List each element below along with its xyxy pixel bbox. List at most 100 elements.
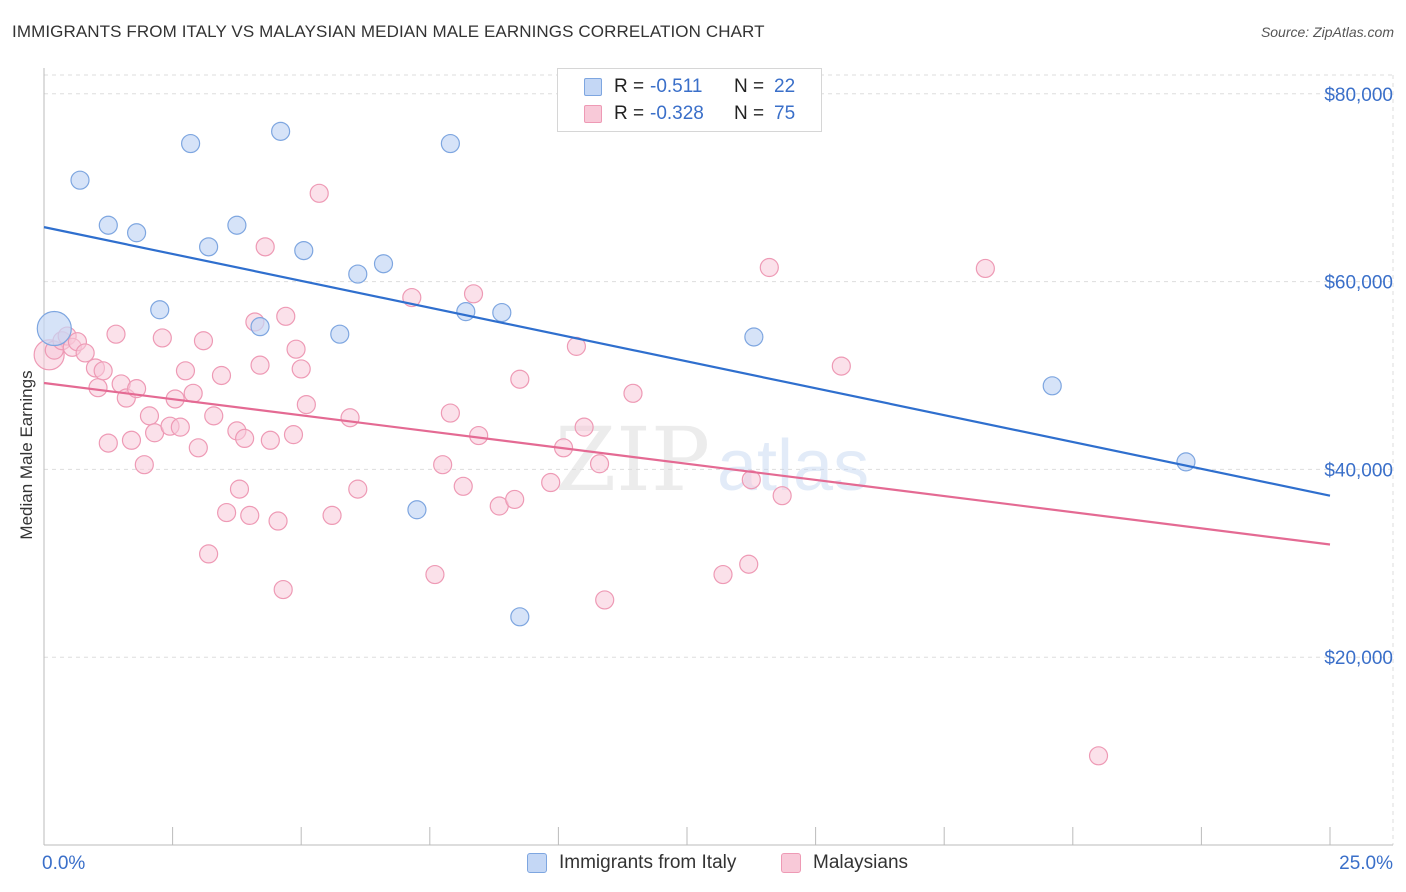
italy-point — [199, 237, 219, 257]
chart-title: IMMIGRANTS FROM ITALY VS MALAYSIAN MEDIA… — [12, 22, 765, 41]
malaysians-point — [296, 394, 316, 415]
italy-point — [36, 310, 72, 347]
malaysians-point — [152, 328, 172, 348]
y-tick-label: $40,000 — [1324, 460, 1393, 481]
malaysians-point — [255, 237, 275, 257]
italy-point — [440, 133, 460, 154]
italy-point — [492, 302, 512, 323]
malaysians-trend-line — [43, 381, 1331, 546]
legend-item-malaysians[interactable]: Malaysians — [781, 852, 908, 874]
malaysians-point — [440, 403, 460, 423]
legend-swatch-malaysians — [781, 853, 801, 873]
italy-point — [227, 215, 247, 235]
legend-swatch-italy — [584, 78, 602, 96]
malaysians-point — [106, 324, 126, 344]
italy-point — [330, 324, 350, 344]
legend-r-value: -0.328 — [650, 103, 704, 124]
italy-point — [181, 133, 201, 154]
malaysians-point — [175, 361, 196, 381]
malaysians-point — [88, 378, 108, 398]
legend-row-malaysians: R = -0.328 N = 75 — [584, 102, 795, 126]
italy-point — [456, 302, 476, 322]
legend-r-label: R = — [614, 103, 645, 124]
legend-row-italy: R = -0.511 N = 22 — [584, 75, 795, 99]
malaysians-point — [713, 564, 733, 585]
legend-n-label: N = — [734, 76, 765, 97]
malaysians-point — [574, 417, 594, 437]
malaysians-point — [240, 505, 260, 526]
malaysians-point — [759, 257, 779, 278]
italy-point — [250, 317, 270, 337]
legend-r-label: R = — [614, 76, 645, 97]
malaysians-point — [309, 183, 329, 203]
italy-point — [1176, 452, 1196, 472]
legend-n-value: 22 — [774, 76, 796, 97]
legend-n-value: 75 — [774, 103, 796, 124]
axes — [43, 68, 1393, 846]
malaysians-point — [250, 355, 270, 375]
x-tick-label: 25.0% — [1339, 853, 1393, 874]
malaysians-point — [273, 579, 293, 600]
malaysians-point — [183, 383, 203, 403]
malaysians-point — [199, 544, 219, 564]
malaysians-point — [170, 417, 190, 437]
malaysians-point — [211, 365, 232, 386]
malaysians-point — [772, 486, 792, 506]
malaysians-point — [291, 359, 311, 379]
watermark: ZIP atlas — [555, 408, 869, 511]
malaysians-point — [260, 430, 280, 450]
malaysians-point — [204, 406, 224, 426]
malaysians-point — [623, 383, 643, 403]
italy-point — [150, 300, 170, 320]
y-tick-label: $60,000 — [1324, 273, 1393, 294]
series-legend: Immigrants from Italy Malaysians — [0, 852, 1406, 876]
malaysians-point — [322, 505, 342, 526]
italy-point — [1042, 376, 1062, 396]
tick-labels: $20,000 $40,000 $60,000 $80,000 0.0% 25.0% — [42, 85, 1393, 874]
malaysians-point — [831, 356, 851, 376]
malaysians-point — [188, 438, 208, 458]
italy-point — [373, 254, 394, 274]
malaysians-point — [469, 425, 489, 446]
legend-item-italy[interactable]: Immigrants from Italy — [527, 852, 736, 874]
italy-point — [271, 121, 291, 141]
malaysians-point — [235, 428, 255, 449]
malaysians-point — [193, 331, 214, 351]
malaysians-point — [139, 406, 160, 426]
malaysians-point — [505, 489, 525, 510]
malaysians-point — [425, 564, 445, 585]
legend-label-italy: Immigrants from Italy — [559, 852, 737, 873]
malaysians-point — [595, 590, 615, 610]
malaysians-point — [134, 455, 154, 475]
y-tick-label: $80,000 — [1324, 85, 1393, 106]
malaysians-point — [268, 511, 288, 531]
malaysians-point — [217, 502, 237, 523]
legend-r-value: -0.511 — [650, 76, 703, 97]
malaysians-point — [510, 369, 530, 389]
legend-label-malaysians: Malaysians — [813, 852, 909, 873]
source-credit: Source: ZipAtlas.com — [1260, 24, 1394, 40]
legend-swatch-malaysians — [584, 105, 602, 123]
malaysians-point — [453, 476, 473, 496]
malaysians-point — [98, 433, 118, 453]
y-axis-label: Median Male Earnings — [17, 370, 36, 539]
italy-trend-line — [43, 226, 1331, 497]
malaysians-point — [93, 361, 113, 381]
malaysians-point — [541, 472, 561, 493]
italy-point — [744, 327, 764, 347]
malaysians-point — [463, 284, 484, 304]
malaysians-point — [1088, 746, 1109, 766]
italy-point — [126, 223, 147, 243]
italy-points — [36, 121, 1196, 627]
malaysians-point — [340, 408, 360, 428]
malaysians-point — [75, 343, 95, 363]
malaysians-point — [433, 455, 453, 475]
italy-point — [510, 607, 530, 627]
y-tick-label: $20,000 — [1324, 648, 1393, 669]
malaysians-point — [121, 430, 142, 450]
legend-n-label: N = — [734, 103, 765, 124]
malaysians-point — [741, 470, 761, 490]
legend-swatch-italy — [527, 853, 547, 873]
italy-point — [348, 264, 368, 284]
